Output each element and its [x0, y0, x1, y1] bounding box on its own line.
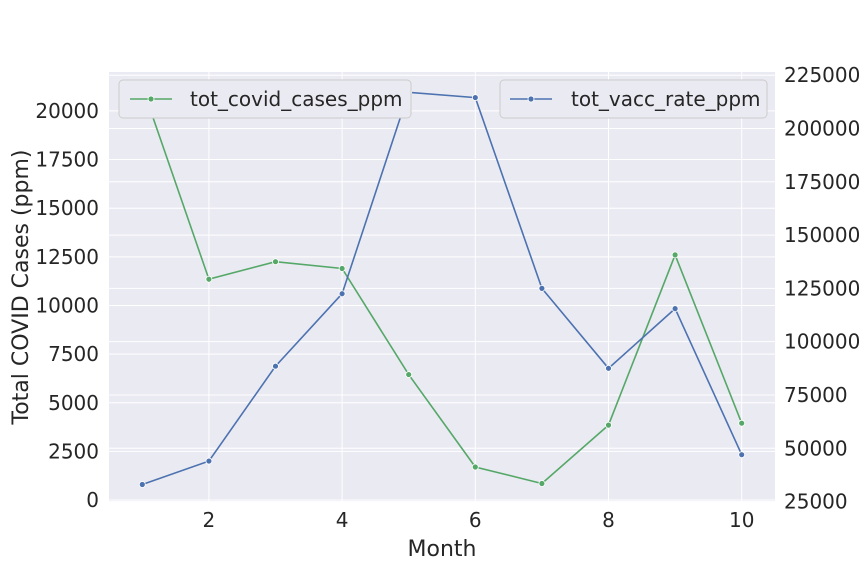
series-layer	[138, 83, 746, 488]
data-point-tot_vacc_rate_ppm	[272, 362, 279, 370]
series-line-tot_covid_cases_ppm	[141, 86, 743, 485]
plot-background	[109, 72, 775, 502]
data-point-tot_vacc_rate_ppm	[205, 457, 213, 465]
data-point-tot_covid_cases_ppm	[205, 275, 213, 283]
data-point-tot_covid_cases_ppm	[605, 421, 612, 429]
y-left-tick-label: 10000	[35, 293, 99, 317]
y-left-tick-labels: 0 2500 5000 7500 10000 12500 15000 17500 20000	[35, 99, 99, 512]
y-left-tick-label: 17500	[35, 148, 99, 172]
y-left-tick-label: 5000	[48, 391, 99, 415]
data-point-tot_covid_cases_ppm	[405, 371, 413, 378]
data-point-tot_vacc_rate_ppm	[338, 290, 346, 298]
grid-lines	[109, 72, 775, 503]
x-tick-label: 6	[469, 508, 482, 532]
x-tick-label: 4	[336, 508, 349, 532]
series-line-tot_vacc_rate_ppm	[142, 91, 743, 486]
data-point-tot_vacc_rate_ppm	[138, 481, 146, 488]
y-axis-label: Total COVID Cases (ppm)	[9, 150, 34, 426]
data-point-tot_covid_cases_ppm	[538, 480, 546, 487]
data-point-tot_covid_cases_ppm	[272, 258, 279, 266]
data-point-tot_vacc_rate_ppm	[471, 94, 479, 101]
y-right-tick-labels: 25000 50000 75000 100000 125000 150000 175000 2…	[784, 63, 860, 513]
legend-left: tot_covid_cases_ppm	[118, 79, 412, 119]
data-point-tot_covid_cases_ppm	[471, 463, 479, 471]
y-left-tick-label: 2500	[48, 439, 99, 463]
data-point-tot_covid_cases_ppm	[738, 419, 746, 427]
legend-right-label: tot_vacc_rate_ppm	[571, 87, 761, 111]
x-axis-label: Month	[408, 537, 477, 562]
y-right-tick-label: 200000	[784, 116, 860, 140]
legend-left-marker	[147, 95, 155, 103]
y-right-tick-label: 175000	[784, 170, 860, 194]
x-tick-label: 8	[602, 508, 615, 532]
data-point-tot_vacc_rate_ppm	[538, 284, 546, 292]
y-right-tick-label: 125000	[784, 276, 860, 300]
data-point-tot_vacc_rate_ppm	[605, 364, 612, 372]
data-point-tot_vacc_rate_ppm	[738, 451, 746, 459]
y-right-tick-label: 25000	[784, 490, 848, 514]
y-left-tick-label: 15000	[35, 196, 99, 220]
y-right-tick-label: 225000	[784, 63, 860, 87]
legend-right-marker	[527, 95, 535, 103]
data-point-tot_covid_cases_ppm	[671, 251, 679, 259]
legend-right-box	[499, 79, 768, 119]
y-right-tick-label: 150000	[784, 223, 860, 247]
y-left-tick-label: 20000	[35, 99, 99, 123]
data-point-tot_covid_cases_ppm	[338, 265, 346, 272]
x-tick-label: 2	[203, 508, 216, 532]
data-point-tot_vacc_rate_ppm	[671, 305, 679, 313]
y-left-tick-label: 7500	[48, 342, 99, 366]
y-right-tick-label: 50000	[784, 436, 848, 460]
x-tick-labels: 2 4 6 8 10	[203, 508, 755, 532]
y-left-tick-label: 0	[86, 488, 99, 512]
y-right-tick-label: 100000	[784, 330, 860, 354]
y-left-tick-label: 12500	[35, 245, 99, 269]
x-tick-label: 10	[729, 508, 754, 532]
legend-left-label: tot_covid_cases_ppm	[190, 87, 403, 111]
y-right-tick-label: 75000	[784, 383, 848, 407]
legend-right: tot_vacc_rate_ppm	[499, 79, 768, 119]
legend-left-box	[118, 79, 412, 119]
